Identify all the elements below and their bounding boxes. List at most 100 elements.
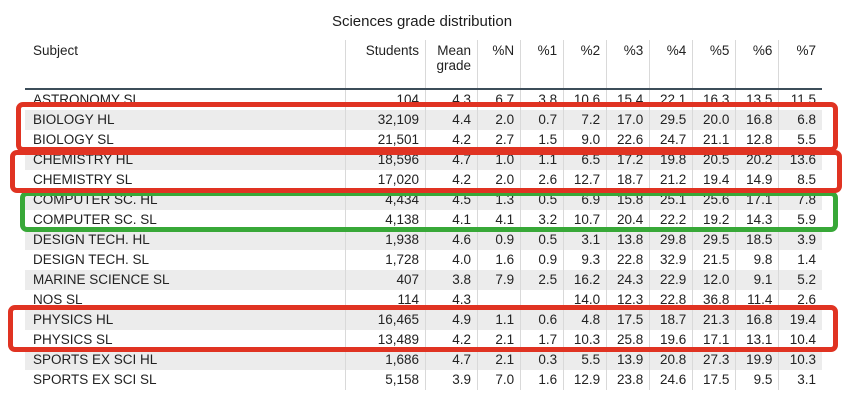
- value-cell: [520, 290, 564, 310]
- subject-cell: CHEMISTRY SL: [33, 172, 133, 187]
- value-cell: 8.5: [778, 170, 822, 190]
- value-cell: 21,501: [344, 130, 426, 150]
- column-header-pct-4: %4: [649, 40, 693, 90]
- value-cell: 5,158: [344, 370, 426, 390]
- value-cell: 1.0: [477, 150, 521, 170]
- value-cell: 4.3: [424, 89, 478, 110]
- value-cell: 25.8: [606, 330, 650, 350]
- value-cell: 9.3: [563, 250, 607, 270]
- value-cell: 24.7: [649, 130, 693, 150]
- table-row: NOS SL 114 4.3 14.0 12.3 22.8 36.8 11.4 2.6: [25, 290, 822, 310]
- value-cell: 20.2: [735, 150, 779, 170]
- column-header-pct-1: %1: [520, 40, 564, 90]
- value-cell: 4.0: [424, 250, 478, 270]
- value-cell: 20.0: [692, 110, 736, 130]
- value-cell: 10.4: [778, 330, 822, 350]
- value-cell: 10.7: [563, 210, 607, 230]
- value-cell: 14.3: [735, 210, 779, 230]
- value-cell: 18,596: [344, 150, 426, 170]
- value-cell: 11.4: [735, 290, 779, 310]
- table-row: PHYSICS SL 13,489 4.2 2.1 1.7 10.3 25.8 19.6 17.…: [25, 330, 822, 350]
- value-cell: 19.9: [735, 350, 779, 370]
- value-cell: 0.3: [520, 350, 564, 370]
- table-row: COMPUTER SC. SL 4,138 4.1 4.1 3.2 10.7 20.4 22.…: [25, 210, 822, 230]
- table-row: COMPUTER SC. HL 4,434 4.5 1.3 0.5 6.9 15.8 25.1…: [25, 190, 822, 210]
- value-cell: 5.5: [778, 130, 822, 150]
- table-row: MARINE SCIENCE SL 407 3.8 7.9 2.5 16.2 24.3 22.…: [25, 270, 822, 290]
- value-cell: 16.3: [692, 89, 736, 110]
- value-cell: 3.1: [563, 230, 607, 250]
- value-cell: 21.5: [692, 250, 736, 270]
- value-cell: 21.3: [692, 310, 736, 330]
- column-header-pct-5: %5: [692, 40, 736, 90]
- value-cell: 12.7: [563, 170, 607, 190]
- value-cell: 1,938: [344, 230, 426, 250]
- value-cell: 2.5: [520, 270, 564, 290]
- value-cell: 18.7: [649, 310, 693, 330]
- value-cell: 3.9: [778, 230, 822, 250]
- value-cell: 22.9: [649, 270, 693, 290]
- value-cell: 2.7: [477, 130, 521, 150]
- value-cell: 15.4: [606, 89, 650, 110]
- value-cell: 4,434: [344, 190, 426, 210]
- table-row: BIOLOGY HL 32,109 4.4 2.0 0.7 7.2 17.0 29.5 20.0…: [25, 110, 822, 130]
- value-cell: 4.3: [424, 290, 478, 310]
- value-cell: 12.0: [692, 270, 736, 290]
- value-cell: 12.3: [606, 290, 650, 310]
- table-row: BIOLOGY SL 21,501 4.2 2.7 1.5 9.0 22.6 24.7 21.1…: [25, 130, 822, 150]
- value-cell: 14.0: [563, 290, 607, 310]
- column-header-pct-2: %2: [563, 40, 607, 90]
- value-cell: 11.5: [778, 89, 822, 110]
- value-cell: 20.4: [606, 210, 650, 230]
- table-row: SPORTS EX SCI HL 1,686 4.7 2.1 0.3 5.5 13.9 20.…: [25, 350, 822, 370]
- value-cell: 19.2: [692, 210, 736, 230]
- value-cell: 4.7: [424, 350, 478, 370]
- value-cell: 22.8: [649, 290, 693, 310]
- subject-cell: NOS SL: [33, 292, 83, 307]
- value-cell: 25.1: [649, 190, 693, 210]
- table-row: DESIGN TECH. HL 1,938 4.6 0.9 0.5 3.1 13.8 29.8…: [25, 230, 822, 250]
- value-cell: 20.8: [649, 350, 693, 370]
- value-cell: 0.5: [520, 230, 564, 250]
- value-cell: 4.6: [424, 230, 478, 250]
- page-title: Sciences grade distribution: [331, 13, 513, 30]
- value-cell: 16.2: [563, 270, 607, 290]
- column-header-students: Students: [344, 40, 426, 90]
- value-cell: 17.5: [692, 370, 736, 390]
- subject-cell: CHEMISTRY HL: [33, 152, 134, 167]
- value-cell: 2.6: [520, 170, 564, 190]
- value-cell: 19.4: [778, 310, 822, 330]
- value-cell: 7.2: [563, 110, 607, 130]
- value-cell: 5.5: [563, 350, 607, 370]
- table-row: DESIGN TECH. SL 1,728 4.0 1.6 0.9 9.3 22.8 32.9…: [25, 250, 822, 270]
- value-cell: 18.5: [735, 230, 779, 250]
- value-cell: 2.0: [477, 170, 521, 190]
- subject-cell: SPORTS EX SCI SL: [33, 372, 157, 387]
- subject-cell: PHYSICS SL: [33, 332, 113, 347]
- value-cell: 1.6: [477, 250, 521, 270]
- value-cell: 3.2: [520, 210, 564, 230]
- value-cell: 9.1: [735, 270, 779, 290]
- value-cell: 7.0: [477, 370, 521, 390]
- value-cell: 6.7: [477, 89, 521, 110]
- value-cell: 4.5: [424, 190, 478, 210]
- value-cell: 19.4: [692, 170, 736, 190]
- value-cell: 1.1: [477, 310, 521, 330]
- value-cell: 23.8: [606, 370, 650, 390]
- value-cell: 9.0: [563, 130, 607, 150]
- value-cell: 3.1: [778, 370, 822, 390]
- value-cell: 4.2: [424, 130, 478, 150]
- subject-cell: COMPUTER SC. HL: [33, 192, 158, 207]
- value-cell: 17,020: [344, 170, 426, 190]
- value-cell: 1,728: [344, 250, 426, 270]
- value-cell: 4.1: [477, 210, 521, 230]
- value-cell: 10.3: [778, 350, 822, 370]
- value-cell: 22.8: [606, 250, 650, 270]
- column-header-pct-6: %6: [735, 40, 779, 90]
- value-cell: 9.8: [735, 250, 779, 270]
- value-cell: 4.8: [563, 310, 607, 330]
- value-cell: 21.2: [649, 170, 693, 190]
- value-cell: 3.9: [424, 370, 478, 390]
- value-cell: 13.6: [778, 150, 822, 170]
- value-cell: 13,489: [344, 330, 426, 350]
